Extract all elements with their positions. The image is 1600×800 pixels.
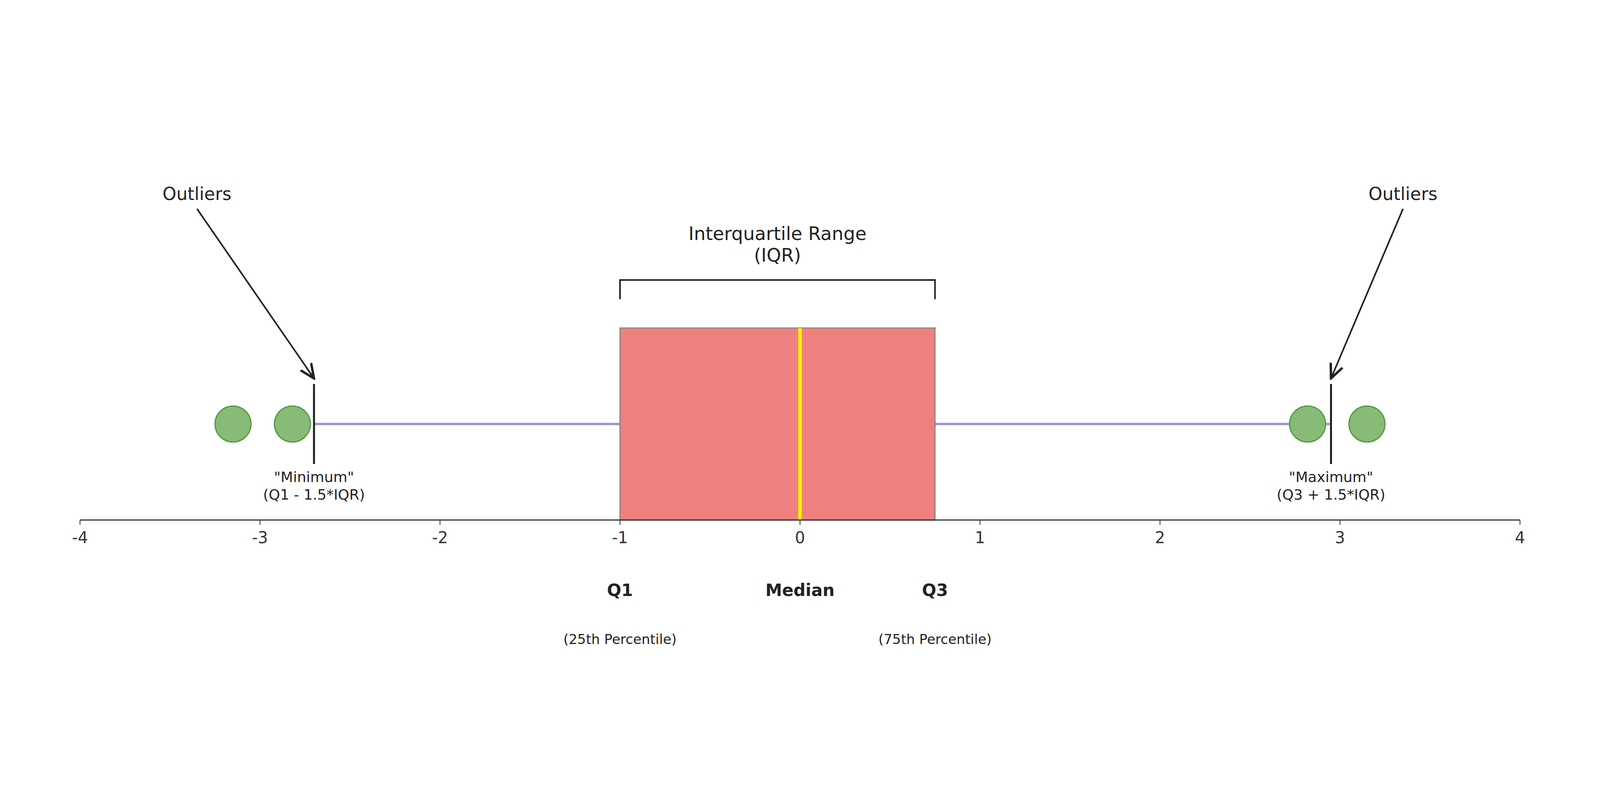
- iqr-label: Interquartile Range(IQR): [688, 222, 867, 266]
- x-tick: [619, 520, 621, 525]
- q1-sublabel: (25th Percentile): [563, 631, 677, 648]
- outliers-arrow: [197, 208, 315, 379]
- whisker-cap: [1330, 384, 1332, 464]
- outliers-label: Outliers: [1368, 183, 1438, 204]
- x-tick: [259, 520, 261, 525]
- chart: -4 -3 -2 -1 0 1 2 3 4 Interquartile Range(IQR) Out…: [0, 0, 1600, 800]
- x-tick-label: 3: [1334, 528, 1345, 547]
- outliers-arrow: [1331, 208, 1404, 379]
- x-tick: [1159, 520, 1161, 525]
- median-label-line: Median: [765, 580, 835, 600]
- q3-sublabel-line: (75th Percentile): [878, 631, 992, 648]
- iqr-bracket: [620, 280, 936, 300]
- outliers-label-line: Outliers: [1368, 183, 1438, 204]
- q3-label: Q3: [922, 580, 948, 600]
- x-tick-label: 0: [794, 528, 805, 547]
- outlier: [1349, 406, 1386, 442]
- minimum-label-line: (Q1 - 1.5*IQR): [263, 486, 365, 503]
- median-line: [798, 328, 802, 520]
- x-tick: [1339, 520, 1341, 525]
- whisker-cap: [313, 384, 316, 464]
- x-tick-label: 4: [1514, 528, 1525, 547]
- x-tick-label: -1: [612, 528, 628, 547]
- outliers-label: Outliers: [162, 183, 232, 204]
- x-tick: [979, 520, 981, 525]
- outlier: [274, 406, 311, 442]
- marks: [215, 280, 1386, 520]
- q1-label: Q1: [607, 580, 634, 600]
- outlier: [215, 406, 252, 442]
- iqr-box: [620, 328, 936, 520]
- median-label: Median: [765, 580, 835, 600]
- q3-sublabel: (75th Percentile): [878, 631, 992, 648]
- x-tick: [439, 520, 441, 525]
- x-tick-label: -3: [252, 528, 268, 547]
- q3-label-line: Q3: [922, 580, 948, 600]
- iqr-label-line: Interquartile Range: [688, 222, 867, 245]
- maximum-label-line: (Q3 + 1.5*IQR): [1276, 486, 1386, 503]
- x-tick: [79, 520, 81, 525]
- outliers-label-line: Outliers: [162, 183, 232, 204]
- x-tick-label: 2: [1154, 528, 1165, 547]
- x-tick: [1519, 520, 1521, 525]
- x-tick-label: 1: [974, 528, 985, 547]
- minimum-label-line: "Minimum": [274, 468, 354, 486]
- iqr-label-line: (IQR): [754, 244, 802, 266]
- q1-sublabel-line: (25th Percentile): [563, 631, 677, 648]
- maximum-label: "Maximum"(Q3 + 1.5*IQR): [1276, 468, 1386, 503]
- q1-label-line: Q1: [607, 580, 634, 600]
- maximum-label-line: "Maximum": [1288, 468, 1374, 486]
- minimum-label: "Minimum"(Q1 - 1.5*IQR): [263, 468, 365, 503]
- outlier: [1289, 406, 1326, 442]
- x-tick-label: -4: [72, 528, 88, 547]
- x-tick-label: -2: [432, 528, 448, 547]
- x-tick: [799, 520, 801, 525]
